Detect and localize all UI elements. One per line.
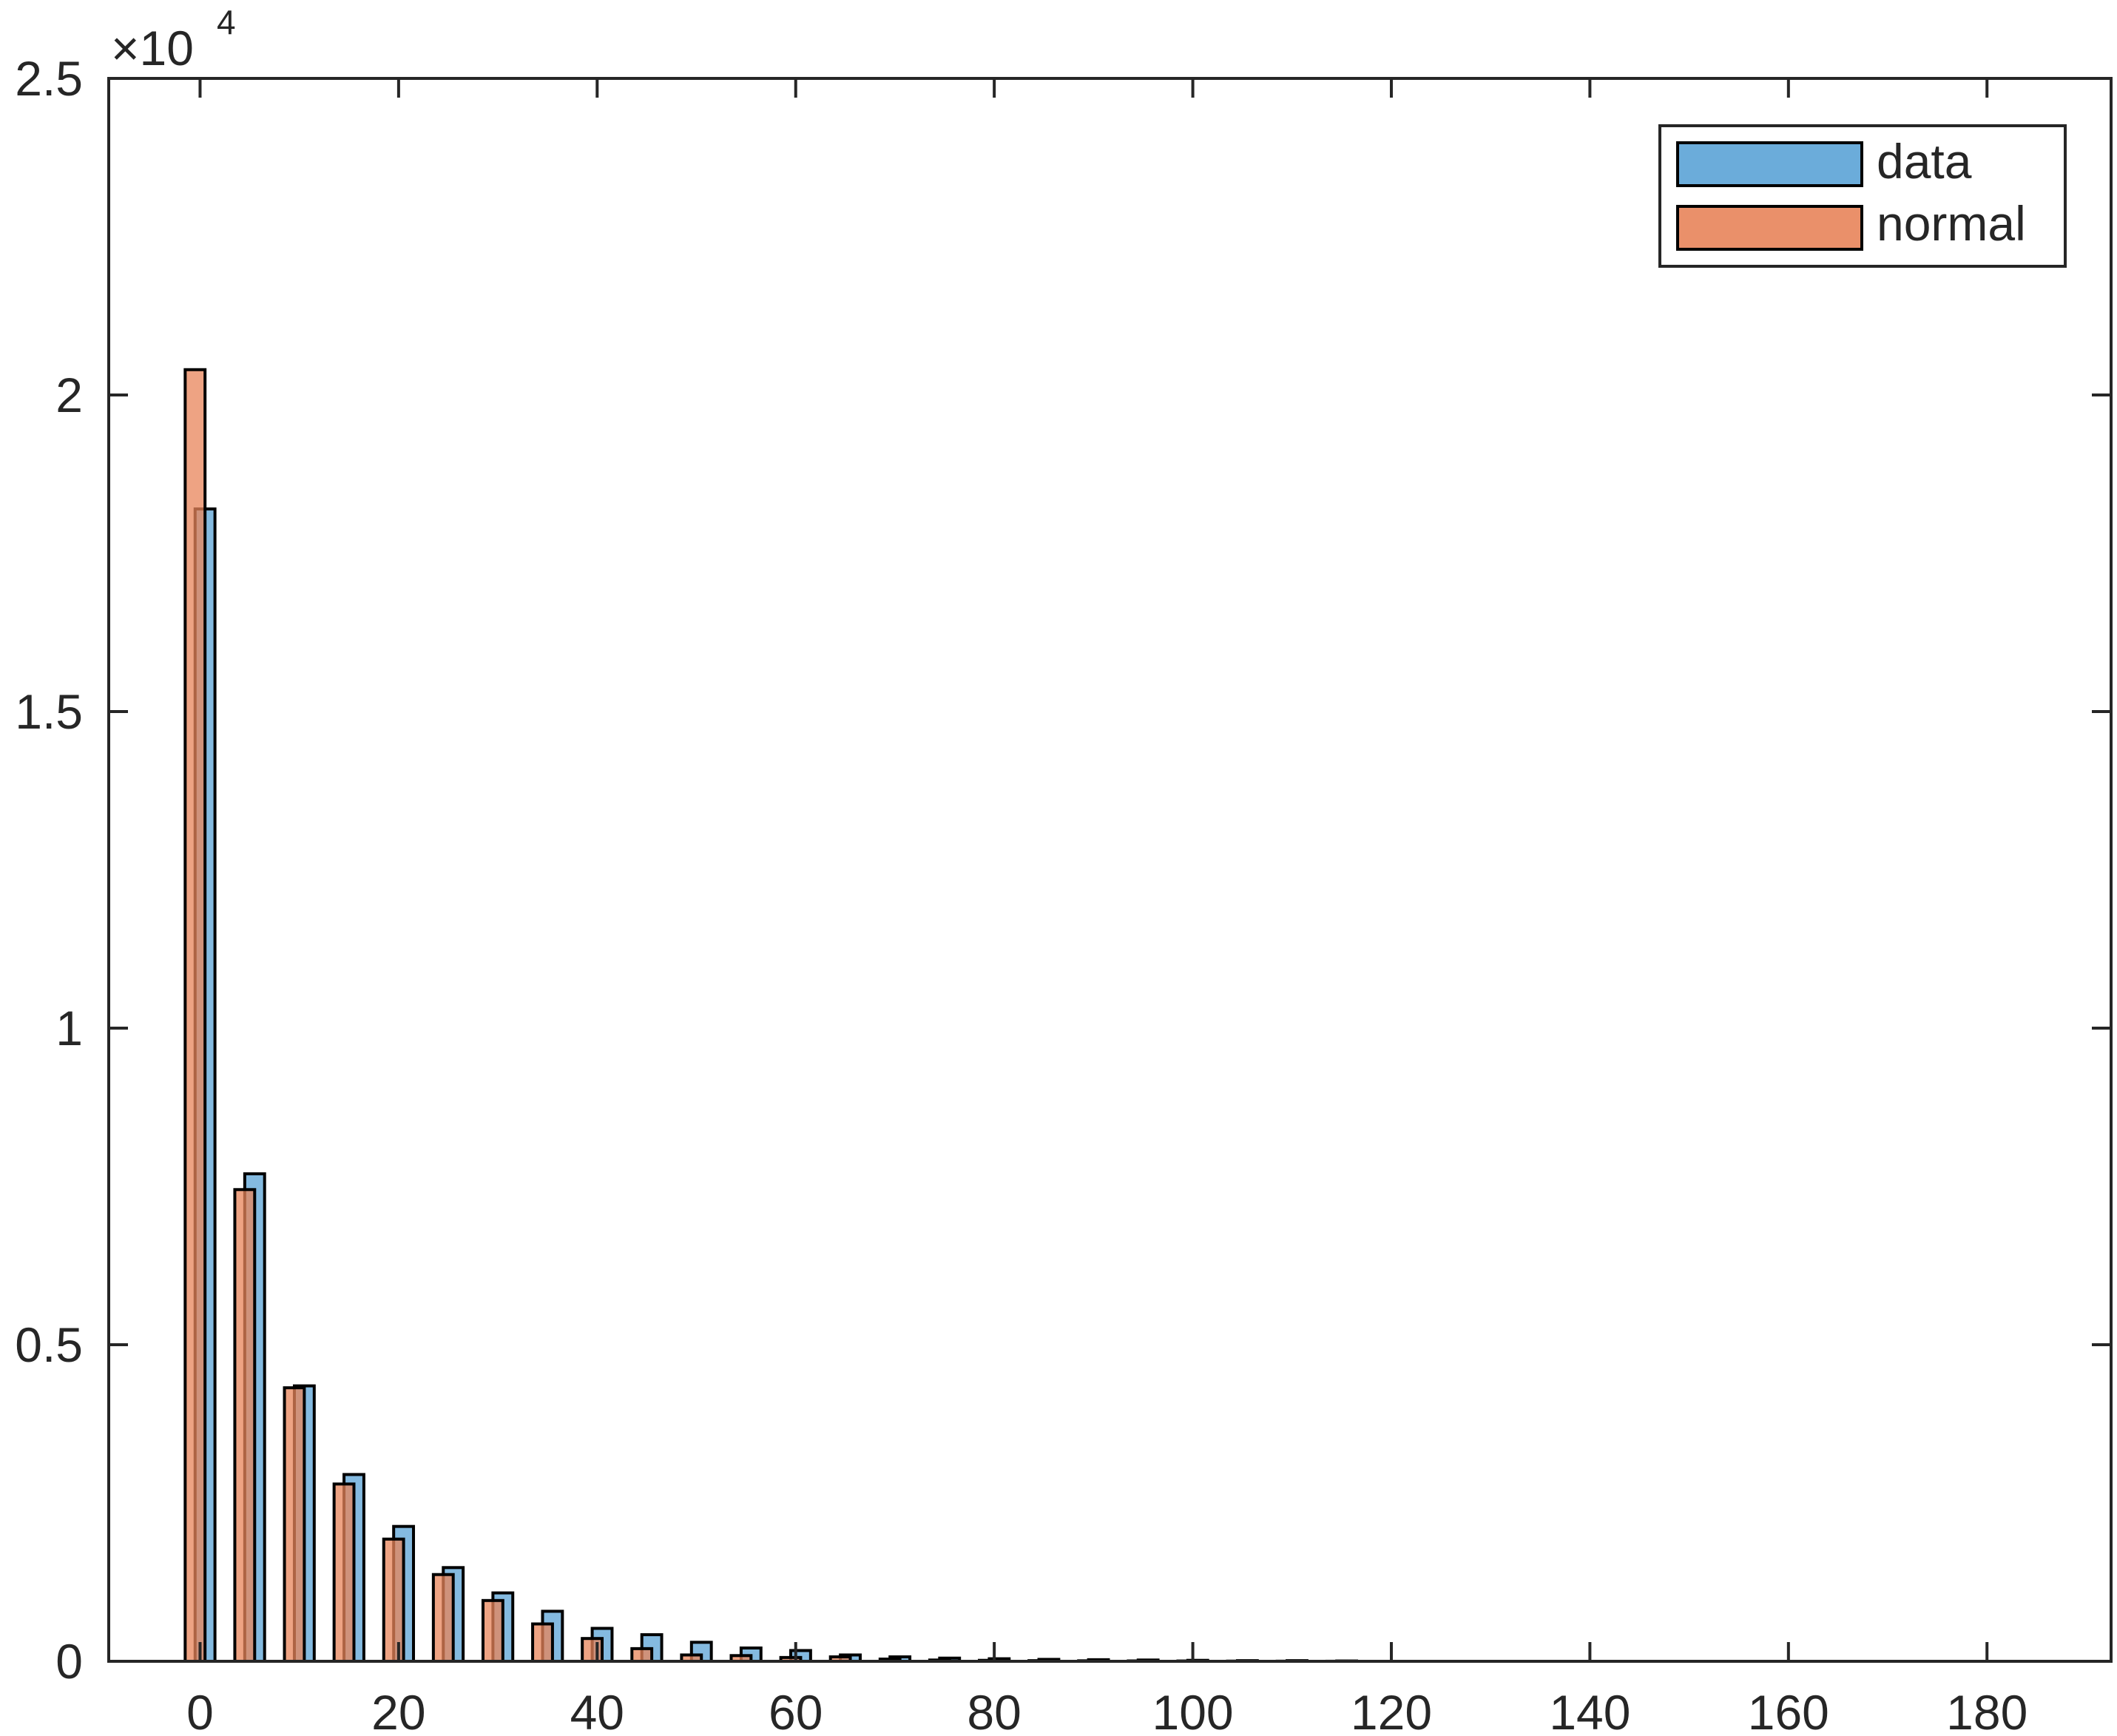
bar-normal-7	[531, 1622, 554, 1664]
x-tick-label-7: 140	[1549, 1685, 1630, 1736]
x-tick-label-3: 60	[769, 1685, 823, 1736]
bar-normal-6	[481, 1598, 504, 1663]
legend-label-normal: normal	[1877, 196, 2026, 251]
x-tick-label-1: 20	[371, 1685, 425, 1736]
ticks-layer	[109, 77, 2111, 1663]
x-tick-label-6: 120	[1351, 1685, 1432, 1736]
legend-label-data: data	[1877, 134, 1972, 189]
bar-normal-4	[382, 1537, 405, 1663]
y-tick-label-4: 2	[55, 368, 83, 422]
legend: data normal	[1658, 124, 2067, 268]
x-tick-label-4: 80	[967, 1685, 1021, 1736]
y-exponent-base: ×10	[111, 21, 194, 75]
bar-normal-5	[431, 1573, 455, 1664]
x-tick-label-0: 0	[186, 1685, 214, 1736]
x-tick-label-2: 40	[570, 1685, 624, 1736]
y-exponent-power: 4	[217, 3, 236, 41]
x-tick-label-5: 100	[1152, 1685, 1234, 1736]
y-tick-label-5: 2.5	[15, 51, 83, 106]
bar-normal-3	[332, 1482, 356, 1663]
bar-normal-0	[183, 368, 207, 1663]
bar-normal-8	[581, 1637, 604, 1664]
x-tick-label-8: 160	[1748, 1685, 1829, 1736]
y-tick-label-2: 1	[55, 1001, 83, 1056]
y-exponent: ×10 4	[111, 3, 236, 75]
y-tick-label-0: 0	[55, 1634, 83, 1689]
bars-layer	[183, 368, 1359, 1664]
legend-swatch-normal	[1676, 205, 1863, 251]
x-tick-label-9: 180	[1946, 1685, 2027, 1736]
legend-swatch-data	[1676, 141, 1863, 187]
bar-normal-9	[630, 1647, 654, 1663]
tick-labels: 0 20 40 60 80 100 120 140 160 180 0 0.5 1 1.5 2 2.5	[15, 51, 2027, 1736]
y-tick-label-3: 1.5	[15, 684, 83, 739]
plot-frame	[107, 77, 2113, 1663]
y-tick-label-1: 0.5	[15, 1317, 83, 1372]
bar-normal-2	[283, 1386, 306, 1663]
bar-normal-1	[233, 1188, 257, 1663]
